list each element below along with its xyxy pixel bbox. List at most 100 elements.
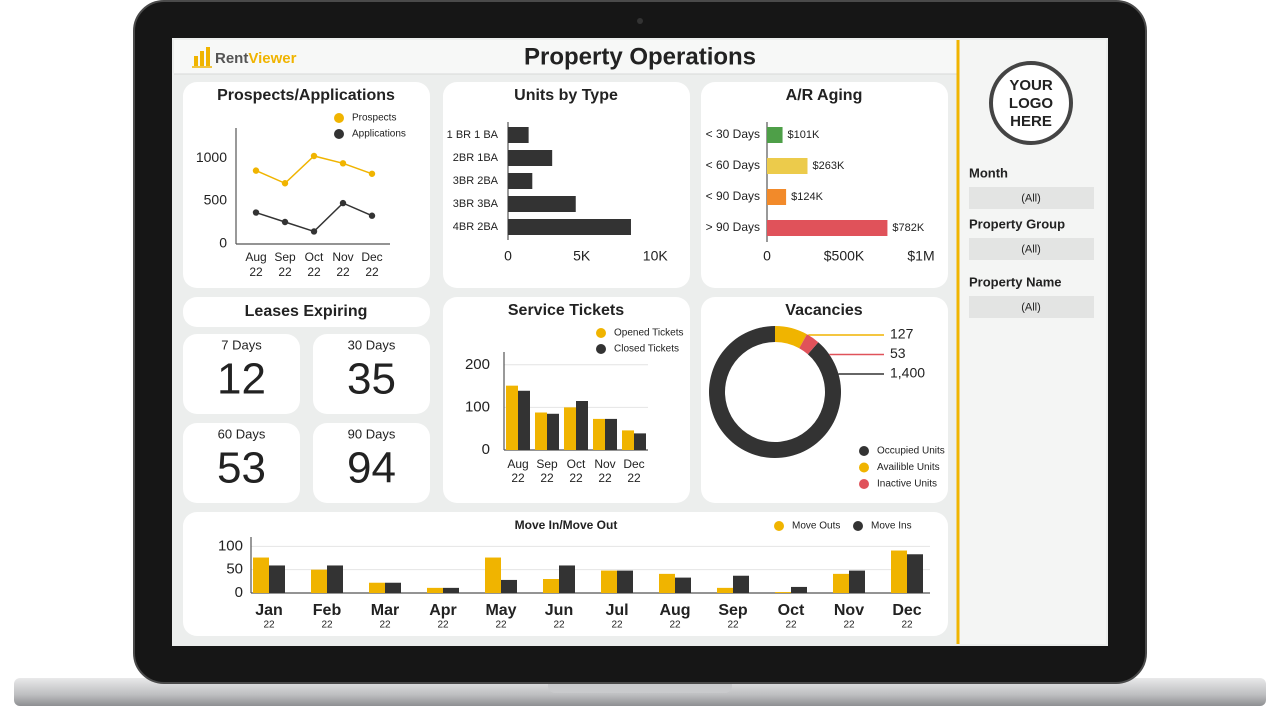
bar bbox=[269, 565, 285, 593]
bar bbox=[508, 196, 576, 212]
x-tick-label: $500K bbox=[824, 248, 865, 264]
x-tick-sublabel: 22 bbox=[437, 620, 449, 631]
chart-title: A/R Aging bbox=[786, 87, 863, 104]
x-tick-sublabel: 22 bbox=[263, 620, 275, 631]
x-tick-label: 0 bbox=[504, 248, 512, 264]
bar bbox=[327, 565, 343, 593]
bar bbox=[311, 569, 327, 593]
logo-circle bbox=[989, 61, 1073, 145]
marker bbox=[368, 212, 376, 219]
bar bbox=[617, 570, 633, 593]
marker bbox=[339, 199, 347, 207]
x-tick-sublabel: 22 bbox=[379, 620, 391, 631]
data-label: $263K bbox=[813, 160, 845, 172]
kpi-label: 60 Days bbox=[218, 426, 266, 441]
y-tick-label: 500 bbox=[204, 192, 228, 208]
x-tick-sublabel: 22 bbox=[511, 471, 525, 485]
x-tick-sublabel: 22 bbox=[598, 471, 612, 485]
x-tick-label: Jul bbox=[605, 602, 628, 619]
x-tick-label: Sep bbox=[536, 457, 558, 471]
filter-label: Month bbox=[969, 165, 1008, 180]
bar bbox=[369, 582, 385, 593]
y-tick-label: 0 bbox=[235, 584, 243, 601]
x-tick-sublabel: 22 bbox=[495, 620, 507, 631]
card bbox=[183, 423, 300, 503]
chart-title: Units by Type bbox=[514, 87, 618, 104]
filter-label: Property Name bbox=[969, 274, 1061, 289]
bar bbox=[543, 579, 559, 593]
y-tick-label: 3BR 2BA bbox=[453, 175, 499, 187]
bar bbox=[508, 150, 553, 166]
data-label: 53 bbox=[890, 345, 906, 361]
legend-label: Inactive Units bbox=[877, 479, 937, 490]
kpi-value: 12 bbox=[217, 355, 266, 404]
x-tick-label: 5K bbox=[573, 248, 591, 264]
x-tick-label: Jan bbox=[255, 602, 283, 619]
bar bbox=[253, 557, 269, 593]
x-tick-sublabel: 22 bbox=[336, 265, 350, 279]
legend-swatch bbox=[596, 344, 606, 354]
filter-dropdown[interactable] bbox=[969, 238, 1094, 260]
brand-bar bbox=[206, 47, 210, 66]
bar bbox=[675, 577, 691, 593]
marker bbox=[310, 152, 318, 160]
y-tick-label: 200 bbox=[465, 356, 490, 373]
legend-swatch bbox=[774, 521, 784, 531]
brand-bar bbox=[194, 56, 198, 66]
bar bbox=[601, 570, 617, 593]
legend-swatch bbox=[859, 462, 869, 473]
filter-dropdown[interactable] bbox=[969, 187, 1094, 209]
x-tick-label: Jun bbox=[545, 602, 573, 619]
bar bbox=[833, 573, 849, 593]
y-tick-label: 3BR 3BA bbox=[453, 198, 499, 210]
kpi-label: 30 Days bbox=[348, 337, 396, 352]
filter-value: (All) bbox=[1021, 243, 1041, 255]
x-tick-label: Nov bbox=[332, 250, 353, 264]
brand-part: Rent bbox=[215, 50, 248, 67]
bar bbox=[501, 579, 517, 593]
marker bbox=[252, 167, 260, 174]
y-tick-label: 1 BR 1 BA bbox=[447, 129, 499, 141]
x-tick-label: 10K bbox=[643, 248, 669, 264]
x-tick-sublabel: 22 bbox=[278, 265, 292, 279]
bar bbox=[506, 385, 518, 450]
page-title: Property Operations bbox=[524, 43, 756, 70]
marker bbox=[339, 160, 347, 167]
bar bbox=[576, 401, 588, 450]
legend-swatch bbox=[853, 521, 863, 531]
x-tick-sublabel: 22 bbox=[321, 620, 333, 631]
x-tick-label: $1M bbox=[907, 248, 934, 264]
logo-text: HERE bbox=[1010, 113, 1052, 130]
bar bbox=[775, 592, 791, 593]
marker bbox=[368, 170, 376, 177]
x-tick-sublabel: 22 bbox=[727, 620, 739, 631]
x-tick-sublabel: 22 bbox=[627, 471, 641, 485]
legend-label: Occupied Units bbox=[877, 446, 945, 457]
x-tick-label: Oct bbox=[778, 602, 805, 619]
bar bbox=[733, 575, 749, 593]
filter-value: (All) bbox=[1021, 192, 1041, 204]
section-title: Leases Expiring bbox=[245, 303, 368, 320]
legend-label: Applications bbox=[352, 129, 406, 140]
card bbox=[443, 82, 690, 288]
chart-title: Move In/Move Out bbox=[515, 518, 618, 532]
bar bbox=[535, 412, 547, 450]
card bbox=[313, 334, 430, 414]
x-tick-sublabel: 22 bbox=[901, 620, 913, 631]
bar bbox=[791, 586, 807, 593]
x-tick-label: Aug bbox=[659, 602, 690, 619]
bar bbox=[849, 570, 865, 593]
x-tick-label: Aug bbox=[507, 457, 528, 471]
marker bbox=[281, 180, 289, 187]
bar bbox=[717, 587, 733, 593]
filter-dropdown[interactable] bbox=[969, 296, 1094, 318]
legend-swatch bbox=[334, 113, 344, 123]
y-tick-label: 0 bbox=[482, 441, 490, 458]
legend-label: Prospects bbox=[352, 113, 396, 124]
x-tick-label: Sep bbox=[718, 602, 748, 619]
x-tick-sublabel: 22 bbox=[249, 265, 263, 279]
slice bbox=[799, 334, 819, 355]
filter-label: Property Group bbox=[969, 216, 1065, 231]
brand-bar bbox=[200, 51, 204, 66]
